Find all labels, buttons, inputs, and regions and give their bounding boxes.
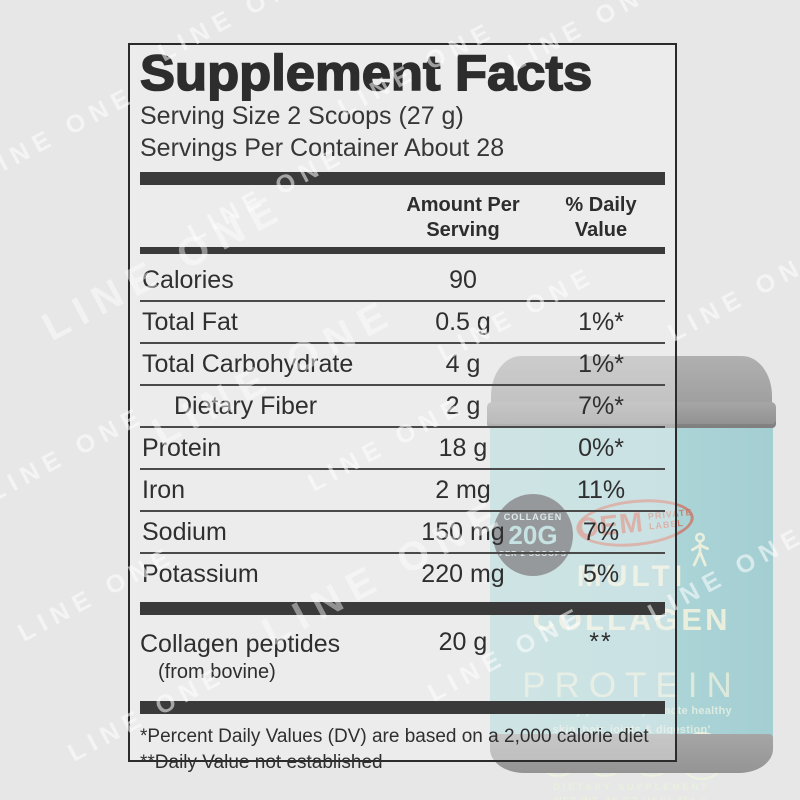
table-row: Calories 90 [140,260,665,302]
serving-size-text: Serving Size 2 Scoops (27 g) [140,102,464,130]
nutrient-amount: 2 g [445,391,481,420]
nutrient-name: Dietary Fiber [174,391,318,420]
product-title-multi: MULTI [576,560,687,593]
supplement-facts-panel: Supplement Facts Serving Size 2 Scoops (… [128,43,677,773]
tub-base [490,734,773,773]
nutrient-amount: 4 g [445,349,481,378]
table-row: Protein 18 g 0%* [140,428,665,470]
nutrient-dv: 1%* [578,307,624,336]
nutrient-dv: 11% [576,475,626,504]
nutrient-amount: 20 g [438,628,488,656]
nutrient-dv: 0%* [578,433,624,462]
nutrient-name: Protein [142,433,222,462]
nutrient-amount: 0.5 g [435,307,491,336]
divider-bar [140,172,665,185]
dietary-supplement-text: DIETARY SUPPLEMENT [553,782,710,792]
table-row: Iron 2 mg 11% [140,470,665,512]
col-header-amount: Amount Per Serving [406,194,520,241]
nutrient-amount: 18 g [438,433,488,462]
table-row: Sodium 150 mg 7% [140,512,665,554]
table-row-collagen: Collagen peptides (from bovine) 20 g ** [140,623,665,693]
table-row: Total Fat 0.5 g 1%* [140,302,665,344]
nutrient-amount: 220 mg [421,559,505,588]
table-row: Potassium 220 mg 5% [140,554,665,594]
servings-per-container-text: Servings Per Container About 28 [140,134,505,162]
table-row: Total Carbohydrate 4 g 1%* [140,344,665,386]
watermark-text: LINE ONE [0,80,141,188]
panel-title: Supplement Facts [139,45,593,101]
nutrient-name: Total Fat [142,307,238,336]
walking-person-icon [691,532,709,567]
nutrient-name: Calories [142,265,234,294]
nutrient-amount: 90 [449,265,477,294]
watermark-text: LINE ONE [663,240,800,348]
product-title-protein: PROTEIN [522,666,741,705]
divider-bar [140,701,665,714]
footnote-not-established: **Daily Value not established [140,752,383,774]
footnote-percent-dv: *Percent Daily Values (DV) are based on … [140,726,649,747]
nutrient-name: Total Carbohydrate [142,349,354,378]
nutrient-amount: 150 mg [421,517,505,546]
divider-bar [140,602,665,615]
nutrient-source: (from bovine) [158,661,276,683]
nutrient-amount: 2 mg [435,475,491,504]
table-row: Dietary Fiber 2 g 7%* [140,386,665,428]
tub-lid [491,356,772,408]
nutrient-name: Iron [142,475,186,504]
nutrient-dv: ** [589,628,613,656]
tub-lid-rim [487,402,776,428]
badge-top-text: COLLAGEN [503,511,563,522]
nutrient-name: Sodium [142,517,227,546]
badge-main-text: 20G [508,519,558,550]
col-header-dv: % Daily Value [565,194,637,241]
divider-bar [140,247,665,254]
nutrient-name: Collagen peptides [140,630,341,658]
nutrient-dv: 7%* [578,391,624,420]
nutrient-name: Potassium [142,559,259,588]
nutrient-dv: 5% [582,559,620,588]
nutrient-dv: 1%* [578,349,624,378]
net-weight-text: NET WT. 16 OZ (1LB) 454 G [490,796,773,800]
table-header: Amount Per Serving % Daily Value [140,193,665,243]
tagline-line2: skin, hair, joints & digestion' [552,723,711,736]
nutrient-dv: 7% [582,517,620,546]
